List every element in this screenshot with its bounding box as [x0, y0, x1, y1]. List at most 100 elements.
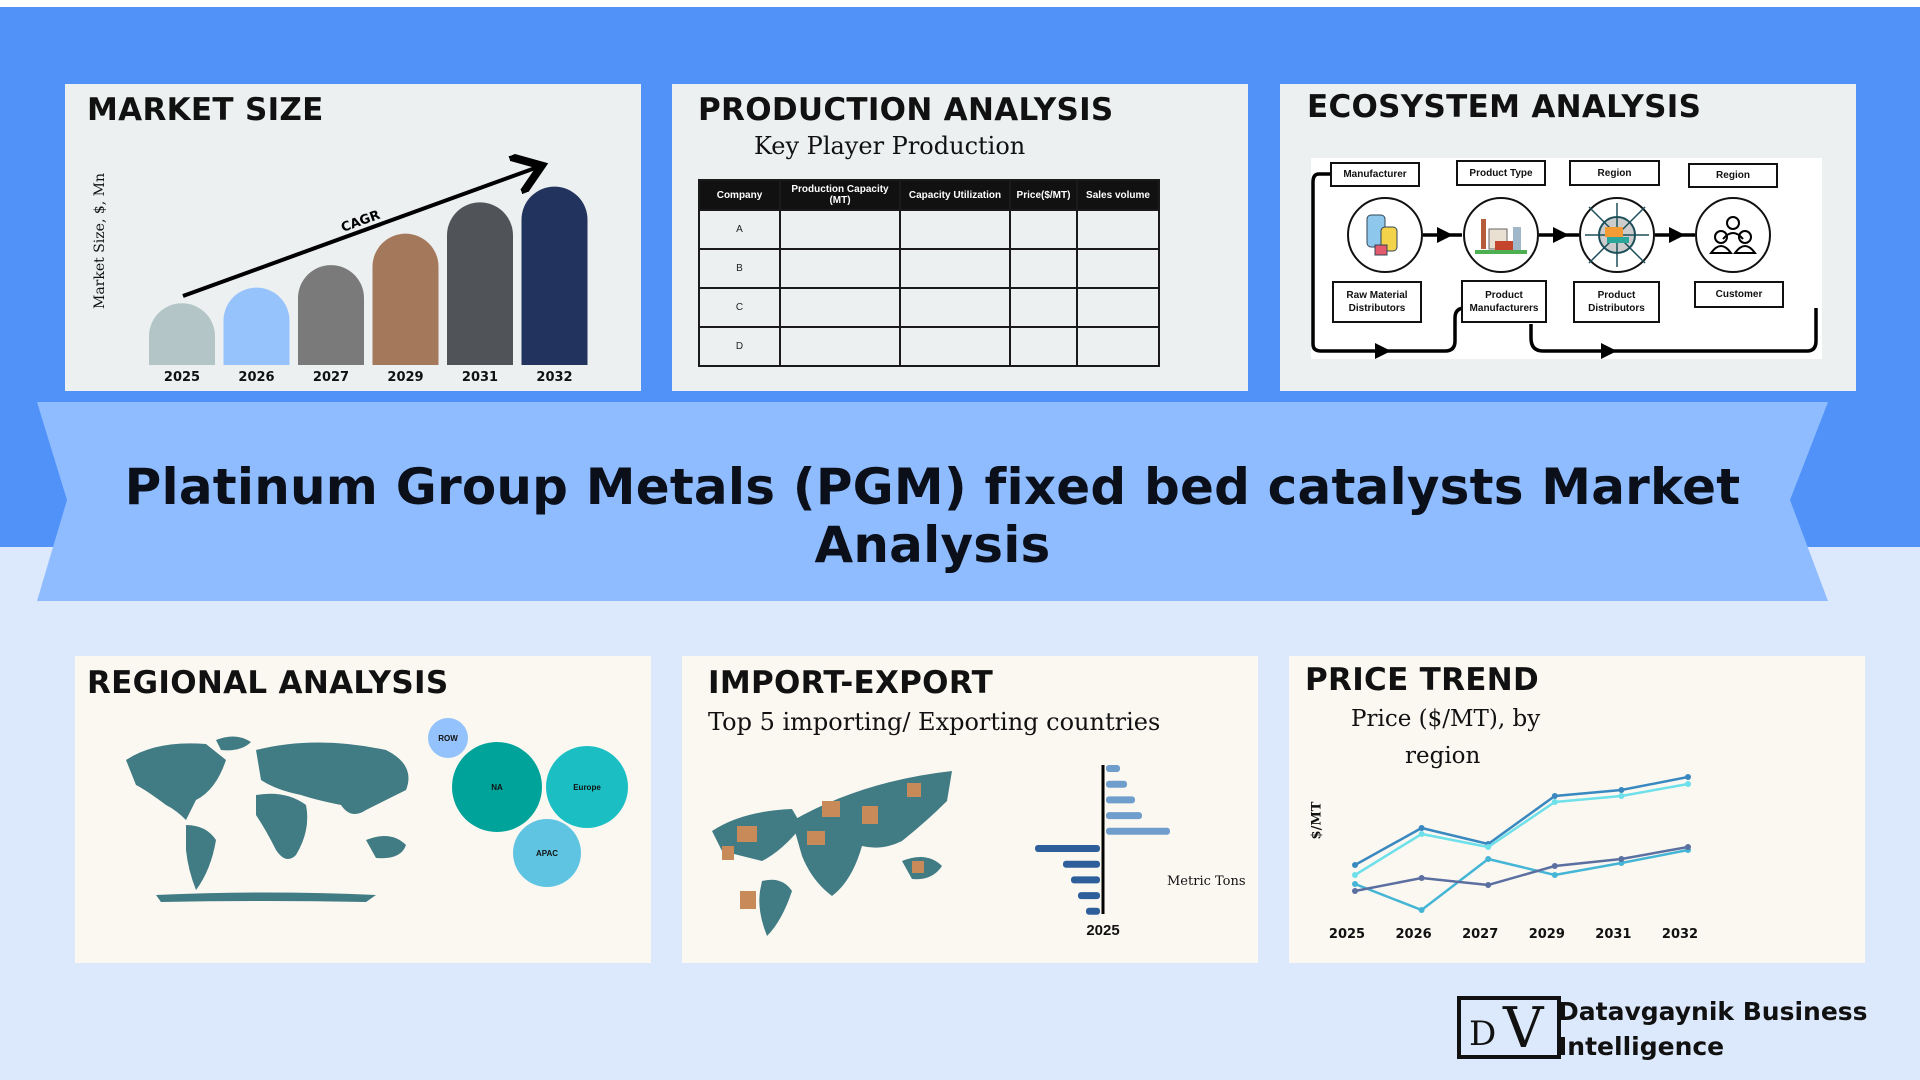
table-row: B: [698, 248, 1160, 289]
price-point: [1352, 888, 1358, 894]
market-size-title: MARKET SIZE: [87, 92, 324, 128]
production-panel: PRODUCTION ANALYSIS Key Player Productio…: [672, 84, 1248, 391]
x-tick-label: 2031: [1595, 927, 1631, 942]
import-bar: [1063, 860, 1100, 868]
company-cell: A: [698, 209, 781, 250]
x-tick-label: 2027: [1462, 927, 1498, 942]
label-product-manufacturers: Product Manufacturers: [1461, 280, 1547, 323]
import-export-title: IMPORT-EXPORT: [708, 665, 994, 701]
import-export-panel: IMPORT-EXPORT Top 5 importing/ Exporting…: [682, 656, 1258, 963]
barrels-icon: [1347, 197, 1423, 273]
bar-label: 2025: [164, 370, 200, 385]
bubble-row: ROW: [428, 718, 468, 758]
price-point: [1352, 872, 1358, 878]
regional-panel: REGIONAL ANALYSIS ROW NA Europe APAC: [75, 656, 651, 963]
key-player-table: Company Production Capacity (MT) Capacit…: [698, 179, 1160, 367]
logo-v: V: [1503, 996, 1544, 1061]
import-export-chart: [1035, 765, 1170, 915]
export-bar: [1106, 780, 1127, 788]
bubble-na: NA: [452, 742, 542, 832]
x-tick-label: 2029: [1529, 927, 1565, 942]
price-point: [1551, 863, 1558, 869]
table-header: Sales volume: [1076, 179, 1160, 211]
price-point: [1685, 781, 1691, 787]
label-manufacturer: Manufacturer: [1330, 162, 1420, 187]
price-trend-title: PRICE TREND: [1305, 662, 1540, 698]
bar-2025: [149, 303, 215, 365]
company-cell: B: [698, 248, 781, 289]
label-product-distributors: Product Distributors: [1573, 281, 1660, 323]
customers-icon: [1695, 197, 1771, 273]
import-bar: [1086, 907, 1100, 915]
bar-2032: [521, 186, 588, 365]
table-row: A: [698, 209, 1160, 250]
x-tick-label: 2025: [1329, 927, 1365, 942]
page-title: Platinum Group Metals (PGM) fixed bed ca…: [124, 458, 1741, 574]
price-point: [1418, 875, 1425, 881]
ecosystem-title: ECOSYSTEM ANALYSIS: [1307, 89, 1702, 125]
label-region: Region: [1569, 160, 1660, 186]
price-point: [1418, 825, 1425, 831]
import-export-unit: Metric Tons: [1167, 874, 1246, 889]
price-point: [1551, 799, 1558, 805]
export-bar: [1106, 765, 1120, 772]
price-trend-chart: 2025 2026 2027 2029 2031 2032: [1329, 774, 1698, 942]
table-header: Company: [698, 179, 781, 211]
import-bar: [1071, 876, 1100, 884]
price-point: [1485, 856, 1492, 862]
price-line-4: [1354, 845, 1689, 893]
bar-label: 2029: [387, 370, 423, 385]
ecosystem-diagram: Manufacturer Product Type Region Region …: [1311, 158, 1822, 359]
price-point: [1685, 844, 1691, 850]
top-strip: [0, 0, 1920, 7]
bar-label: 2027: [313, 370, 349, 385]
bubble-europe: Europe: [546, 746, 628, 828]
import-export-subtitle: Top 5 importing/ Exporting countries: [708, 708, 1161, 736]
flow-arrows: [1311, 172, 1818, 359]
world-map-icon: [126, 736, 409, 902]
price-trend-panel: PRICE TREND Price ($/MT), by region $/MT…: [1289, 656, 1865, 963]
table-header: Production Capacity (MT): [779, 179, 901, 211]
import-bar: [1035, 845, 1100, 852]
market-size-chart: CAGR 2025 2026 2027 2029 2031 2032: [149, 84, 588, 385]
bar-2027: [298, 265, 364, 365]
price-trend-subtitle-1: Price ($/MT), by: [1351, 706, 1541, 732]
price-point: [1551, 872, 1558, 878]
price-line-1: [1354, 775, 1689, 867]
label-product-type: Product Type: [1456, 160, 1546, 186]
distribution-truck-icon: [1579, 197, 1655, 273]
table-header: Capacity Utilization: [899, 179, 1011, 211]
price-point: [1618, 787, 1625, 793]
trade-map-icon: [712, 771, 952, 936]
table-row: D: [698, 326, 1160, 367]
production-title: PRODUCTION ANALYSIS: [698, 92, 1114, 128]
price-trend-subtitle-2: region: [1405, 743, 1481, 769]
bar-label: 2032: [536, 370, 572, 385]
x-tick-label: 2032: [1662, 927, 1698, 942]
company-name-line1: Datavgaynik Business: [1558, 997, 1868, 1026]
import-bar: [1078, 892, 1100, 900]
factory-icon: [1463, 197, 1539, 273]
market-size-panel: MARKET SIZE Market Size, $, Mn CAGR 2025…: [65, 84, 641, 391]
logo-d: D: [1469, 1014, 1497, 1054]
price-point: [1485, 882, 1492, 888]
table-row: C: [698, 287, 1160, 328]
price-line-3: [1354, 848, 1689, 912]
bubble-apac: APAC: [513, 819, 581, 887]
regional-title: REGIONAL ANALYSIS: [87, 665, 449, 701]
export-bar: [1106, 796, 1135, 804]
price-point: [1418, 831, 1425, 837]
bar-2026: [223, 287, 290, 365]
label-customer: Customer: [1694, 281, 1784, 308]
table-header: Price($/MT): [1009, 179, 1078, 211]
bar-label: 2026: [238, 370, 274, 385]
bar-2031: [447, 202, 513, 365]
export-bar: [1106, 827, 1170, 835]
price-point: [1551, 793, 1558, 799]
export-bar: [1106, 812, 1142, 820]
ecosystem-panel: ECOSYSTEM ANALYSIS Manufacturer Product …: [1280, 84, 1856, 391]
label-region-2: Region: [1688, 163, 1778, 188]
production-subtitle: Key Player Production: [754, 132, 1026, 160]
